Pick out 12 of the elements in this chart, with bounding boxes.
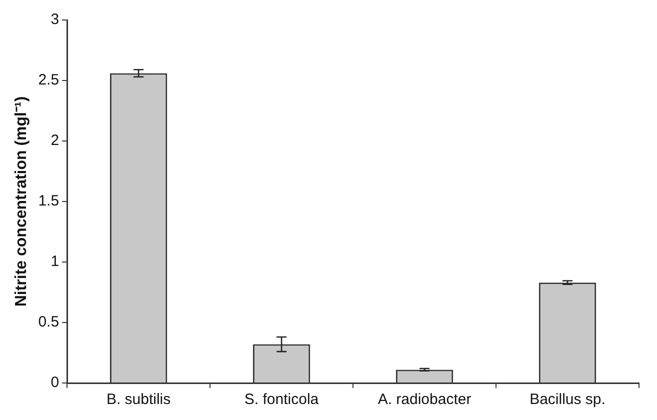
y-tick-label: 1.5 bbox=[38, 192, 60, 210]
x-tick-label: A. radiobacter bbox=[378, 391, 472, 408]
x-tick-label: S. fonticola bbox=[244, 391, 320, 408]
x-tick-label: Bacillus sp. bbox=[530, 391, 606, 408]
x-tick-label: B. subtilis bbox=[106, 391, 171, 408]
y-tick-label: 3 bbox=[50, 11, 60, 28]
y-tick-label: 2.5 bbox=[38, 72, 60, 89]
y-axis-title: Nitrite concentration (mgl⁻¹) bbox=[13, 96, 30, 307]
y-tick-label: 2 bbox=[50, 132, 60, 150]
y-tick-label: 1 bbox=[50, 253, 60, 270]
y-tick-label: 0.5 bbox=[38, 314, 60, 331]
y-tick-label: 0 bbox=[50, 374, 60, 392]
